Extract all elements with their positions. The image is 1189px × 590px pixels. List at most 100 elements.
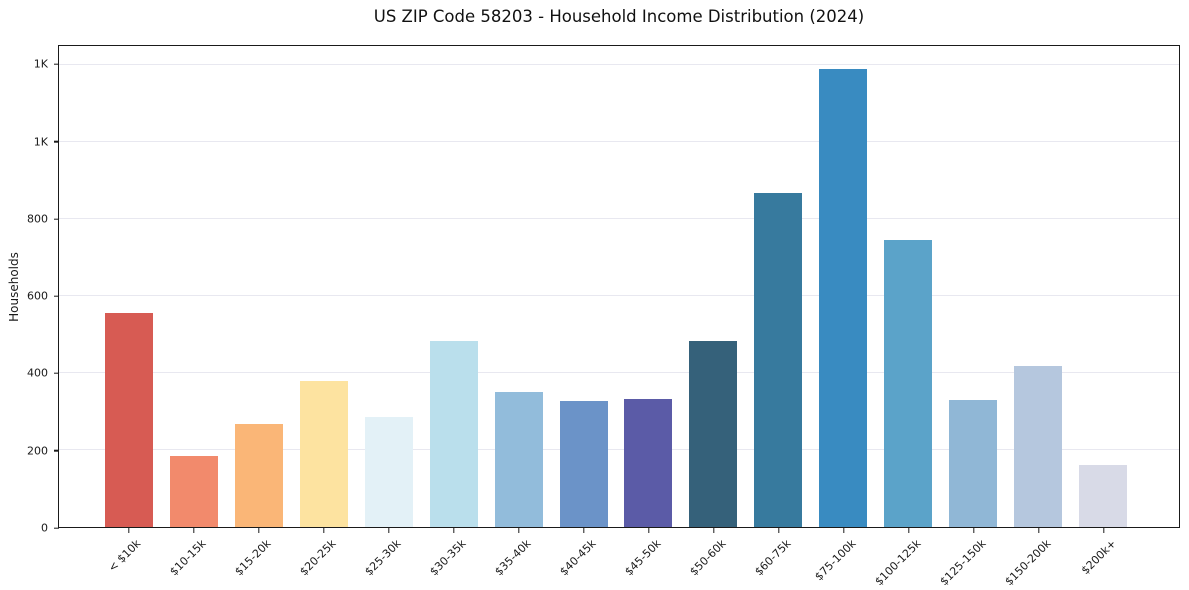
bar-slot: [876, 46, 941, 527]
x-tick-slot: [161, 528, 226, 534]
x-tick-mark: [582, 528, 585, 533]
x-tick-label: $50-60k: [687, 537, 729, 579]
x-tick-label: $15-20k: [232, 537, 274, 579]
x-tick-label: $10-15k: [167, 537, 209, 579]
x-label-slot: $125-150k: [938, 528, 1006, 588]
y-tick-mark: [54, 218, 59, 220]
x-tick-mark: [777, 528, 780, 533]
gridline: [59, 64, 1179, 66]
x-tick-label: < $10k: [106, 537, 144, 575]
y-tick-mark: [54, 527, 59, 529]
x-tick-mark: [192, 528, 195, 533]
x-tick-mark: [452, 528, 455, 533]
x-tick-label: $200k+: [1078, 537, 1119, 578]
gridline: [59, 372, 1179, 374]
y-tick-mark: [54, 372, 59, 375]
chart-title: US ZIP Code 58203 - Household Income Dis…: [373, 7, 865, 26]
x-tick-mark: [322, 528, 325, 533]
x-tick-slot: [291, 528, 356, 534]
x-tick-slot: [941, 528, 1006, 534]
x-label-slot: $30-35k: [421, 528, 486, 588]
x-tick-slot: [1006, 528, 1071, 534]
bar-slot: [616, 46, 681, 527]
x-label-slot: $25-30k: [356, 528, 421, 588]
x-label-slot: $15-20k: [226, 528, 291, 588]
x-tick-mark: [517, 528, 520, 533]
bar-slot: [292, 46, 357, 527]
bar: [883, 240, 932, 527]
x-tick-mark: [842, 528, 845, 533]
bar: [429, 341, 478, 527]
x-tick-slot: [811, 528, 876, 534]
bar-slot: [551, 46, 616, 527]
x-tick-slot: [96, 528, 161, 534]
x-tick-label: $75-100k: [812, 537, 859, 584]
x-tick-label: $25-30k: [362, 537, 404, 579]
bar: [948, 400, 997, 527]
bar-slot: [486, 46, 551, 527]
x-tick-slot: [681, 528, 746, 534]
bar: [235, 424, 284, 527]
bar-slot: [1005, 46, 1070, 527]
y-tick-label: 0: [41, 521, 48, 535]
y-tick-label: 1K: [33, 135, 48, 149]
y-tick-mark: [54, 63, 59, 66]
x-label-slot: $200k+: [1071, 528, 1136, 588]
bar-slot: [162, 46, 227, 527]
x-axis-labels: < $10k $10-15k $15-20k $20-25k $25-30k $30-35…: [96, 528, 1136, 588]
x-tick-label: $40-45k: [557, 537, 599, 579]
y-tick-mark: [54, 450, 59, 452]
x-label-slot: $45-50k: [616, 528, 681, 588]
y-tick-label: 400: [27, 366, 48, 380]
x-label-slot: $20-25k: [291, 528, 356, 588]
x-tick-slot: [486, 528, 551, 534]
bar: [1078, 465, 1127, 527]
bar: [1013, 366, 1062, 527]
bar-slot: [421, 46, 486, 527]
x-tick-label: $20-25k: [297, 537, 339, 579]
x-label-slot: $150-200k: [1002, 528, 1071, 589]
bar-slot: [746, 46, 811, 527]
x-tick-mark: [712, 528, 715, 533]
x-tick-mark: [1037, 528, 1040, 533]
bar: [364, 416, 413, 527]
bar: [689, 341, 738, 527]
x-tick-slot: [1071, 528, 1136, 534]
bar: [105, 312, 154, 527]
x-tick-label: $60-75k: [752, 537, 794, 579]
x-tick-mark: [972, 528, 975, 533]
x-label-slot: $75-100k: [811, 528, 876, 588]
y-tick-mark: [54, 140, 59, 143]
y-tick-mark: [54, 295, 59, 297]
x-tick-mark: [387, 528, 390, 533]
x-tick-mark: [907, 528, 910, 533]
bar: [494, 391, 543, 527]
x-tick-label: $45-50k: [622, 537, 664, 579]
x-tick-label: $100-125k: [872, 537, 924, 589]
bar-slot: [97, 46, 162, 527]
y-axis-ticks: 0 200 400 600 800 1K 1K: [0, 45, 59, 535]
x-tick-mark: [127, 528, 130, 533]
bar: [819, 69, 868, 527]
bar-slot: [227, 46, 292, 527]
x-label-slot: $60-75k: [746, 528, 811, 588]
x-tick-mark: [257, 528, 260, 533]
bar-slot: [811, 46, 876, 527]
gridline: [59, 295, 1179, 297]
gridline: [59, 449, 1179, 451]
x-label-slot: $10-15k: [161, 528, 226, 588]
bar-slot: [357, 46, 422, 527]
x-tick-label: $150-200k: [1002, 537, 1054, 589]
bar: [559, 400, 608, 527]
x-tick-slot: [746, 528, 811, 534]
x-tick-mark: [647, 528, 650, 533]
x-axis-ticks: [96, 528, 1136, 534]
x-tick-slot: [551, 528, 616, 534]
bar-series: [97, 46, 1135, 527]
gridline: [59, 218, 1179, 220]
bar-slot: [681, 46, 746, 527]
x-label-slot: $100-125k: [872, 528, 941, 589]
x-tick-slot: [616, 528, 681, 534]
x-label-slot: $35-40k: [486, 528, 551, 588]
